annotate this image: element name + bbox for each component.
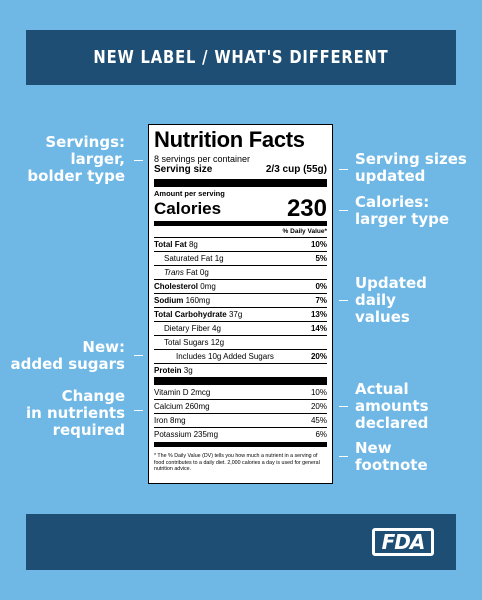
nutrient-row-total-sugars: Total Sugars 12g xyxy=(154,336,327,350)
callout-footnote: New footnote xyxy=(355,439,428,474)
nutrient-row-total-fat: Total Fat 8g 10% xyxy=(154,238,327,252)
vitamin-row-calcium: Calcium 260mg 20% xyxy=(154,400,327,414)
nutrient-row-protein: Protein 3g xyxy=(154,366,193,375)
nutrient-row-dietary-fiber: Dietary Fiber 4g 14% xyxy=(154,322,327,336)
fda-logo: FDA xyxy=(372,528,434,556)
label-footnote: * The % Daily Value (DV) tells you how m… xyxy=(154,453,320,472)
callout-actual-amounts: Actual amounts declared xyxy=(355,380,429,432)
nutrient-row-sodium: Sodium 160mg 7% xyxy=(154,294,327,308)
nutrient-row-trans-fat: Trans Fat 0g xyxy=(154,266,327,280)
nutrient-row-cholesterol: Cholesterol 0mg 0% xyxy=(154,280,327,294)
calories-row: Calories 230 xyxy=(154,195,327,222)
nutrient-row-added-sugars: Includes 10g Added Sugars 20% xyxy=(154,350,327,364)
page-title: NEW LABEL / WHAT'S DIFFERENT xyxy=(93,47,389,68)
label-title: Nutrition Facts xyxy=(154,127,305,152)
nutrition-facts-label: Nutrition Facts 8 servings per container… xyxy=(148,124,333,484)
vitamin-row-iron: Iron 8mg 45% xyxy=(154,414,327,428)
vitamin-row-potassium: Potassium 235mg 6% xyxy=(154,430,327,439)
callout-calories: Calories: larger type xyxy=(355,193,450,228)
vitamin-row-vitamin-d: Vitamin D 2mcg 10% xyxy=(154,386,327,400)
serving-size-row: Serving size 2/3 cup (55g) xyxy=(154,164,327,175)
callout-daily-values: Updated daily values xyxy=(355,274,427,326)
header-banner: NEW LABEL / WHAT'S DIFFERENT xyxy=(26,30,456,85)
amount-per-serving: Amount per serving xyxy=(154,189,225,198)
servings-per-container: 8 servings per container xyxy=(154,154,251,164)
callout-nutrients-required: Change in nutrients required xyxy=(25,387,125,439)
callout-added-sugars: New: added sugars xyxy=(10,338,125,373)
callout-serving-sizes: Serving sizes updated xyxy=(355,150,467,185)
nutrient-row-total-carbohydrate: Total Carbohydrate 37g 13% xyxy=(154,308,327,322)
callout-servings: Servings: larger, bolder type xyxy=(27,133,125,185)
nutrient-row-saturated-fat: Saturated Fat 1g 5% xyxy=(154,252,327,266)
footer-banner: FDA xyxy=(26,514,456,570)
dv-header: % Daily Value* xyxy=(154,227,327,238)
